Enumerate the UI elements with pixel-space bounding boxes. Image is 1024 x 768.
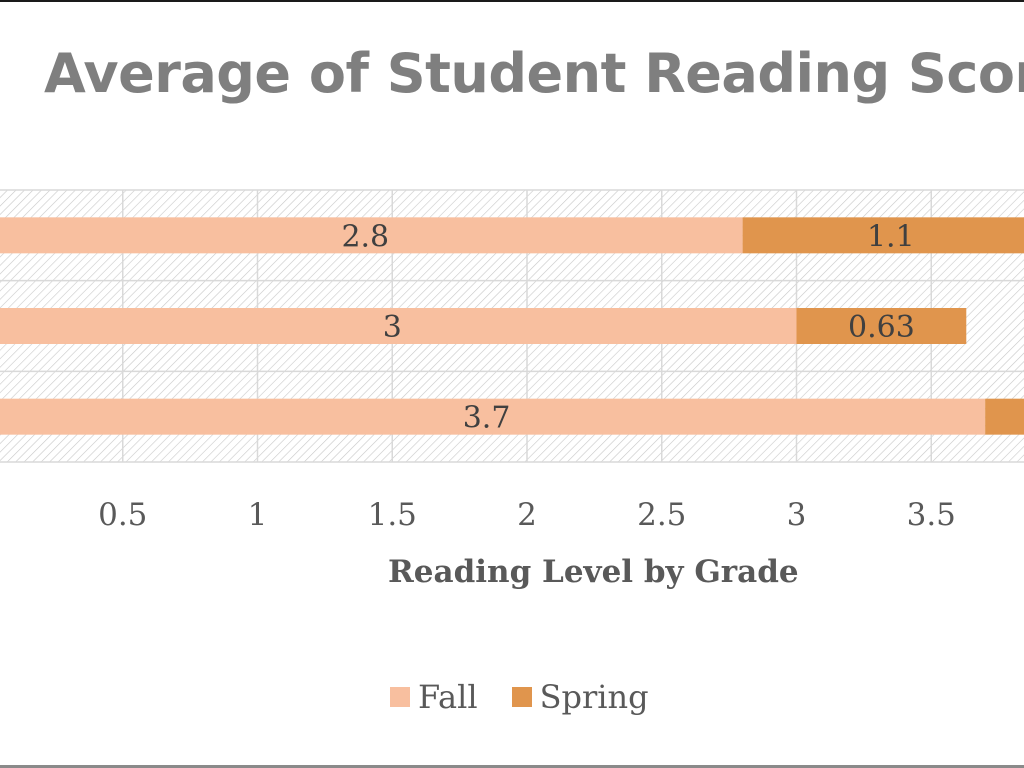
x-tick-label: 0.5 — [98, 497, 147, 533]
x-axis-title: Reading Level by Grade — [388, 554, 799, 590]
data-label-spring-1: 1.1 — [867, 219, 915, 254]
chart-title: Average of Student Reading Scores — [44, 42, 1024, 105]
legend-item-spring: Spring — [511, 678, 649, 716]
legend-item-fall: Fall — [390, 678, 478, 716]
bar-spring-1 — [742, 217, 1024, 254]
x-tick-label: 3.5 — [907, 497, 956, 533]
x-tick-label: 3 — [787, 497, 807, 533]
bar-fall-2 — [0, 308, 797, 344]
bar-spring-2 — [796, 308, 967, 344]
data-label-fall-3: 3.7 — [463, 401, 511, 436]
data-label-fall-1: 2.8 — [341, 219, 389, 254]
data-label-spring-2: 0.63 — [848, 310, 915, 345]
x-tick-label: 2.5 — [637, 497, 686, 533]
bar-fall-1 — [0, 217, 743, 254]
x-tick-label: 2 — [517, 497, 537, 533]
x-tick-label: 1 — [248, 497, 268, 533]
legend-label-fall: Fall — [418, 678, 478, 716]
legend-swatch-fall — [390, 687, 410, 707]
legend-swatch-spring — [511, 687, 532, 707]
legend: Fall Spring — [390, 678, 683, 716]
legend-label-spring: Spring — [539, 678, 649, 716]
data-label-fall-2: 3 — [383, 310, 402, 345]
bar-spring-3 — [985, 398, 1024, 435]
x-tick-label: 1.5 — [368, 497, 417, 533]
bar-fall-3 — [0, 398, 986, 435]
